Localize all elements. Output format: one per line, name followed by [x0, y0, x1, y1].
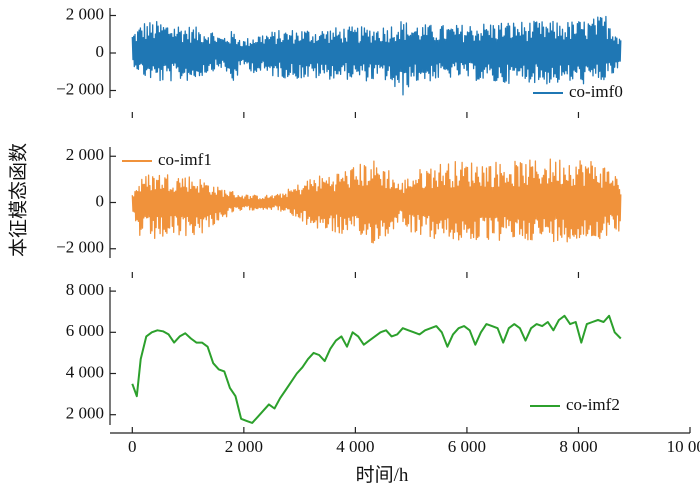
y-tick-label: 4 000 — [66, 362, 104, 381]
legend-label-co-imf0: co-imf0 — [569, 82, 623, 101]
x-tick-label: 0 — [128, 437, 137, 456]
x-tick-label: 8 000 — [559, 437, 597, 456]
series-line-co-imf1 — [131, 158, 622, 244]
x-tick-label: 2 000 — [225, 437, 263, 456]
series-line-co-imf2 — [131, 314, 622, 424]
x-tick-label: 10 000 — [667, 437, 700, 456]
y-tick-label: 8 000 — [66, 280, 104, 299]
y-tick-label: −2 000 — [56, 79, 104, 98]
y-tick-label: 6 000 — [66, 321, 104, 340]
legend-label-co-imf2: co-imf2 — [566, 395, 620, 414]
panels-layer: −2 000 0 2 000 co-imf0 −2 000 0 2 000 co-imf1 2 … — [56, 4, 700, 456]
x-axis: 0 2 000 4 000 6 000 8 000 10 000 — [110, 427, 700, 456]
series-line-co-imf0 — [131, 15, 622, 96]
y-tick-label: 0 — [96, 191, 105, 210]
y-tick-label: 0 — [96, 42, 105, 61]
y-tick-label: 2 000 — [66, 145, 104, 164]
legend-label-co-imf1: co-imf1 — [158, 150, 212, 169]
y-tick-label: −2 000 — [56, 238, 104, 257]
x-tick-label: 6 000 — [448, 437, 486, 456]
x-axis-title: 时间/h — [356, 464, 409, 486]
panel-co-imf0: −2 000 0 2 000 co-imf0 — [56, 4, 623, 101]
panel-co-imf2: 2 000 4 000 6 000 8 000 co-imf2 — [66, 280, 622, 425]
y-axis-title: 本征模态函数 — [7, 143, 29, 257]
x-tick-label: 4 000 — [336, 437, 374, 456]
y-tick-label: 2 000 — [66, 4, 104, 23]
panel-co-imf1: −2 000 0 2 000 co-imf1 — [56, 145, 622, 258]
y-tick-label: 2 000 — [66, 404, 104, 423]
